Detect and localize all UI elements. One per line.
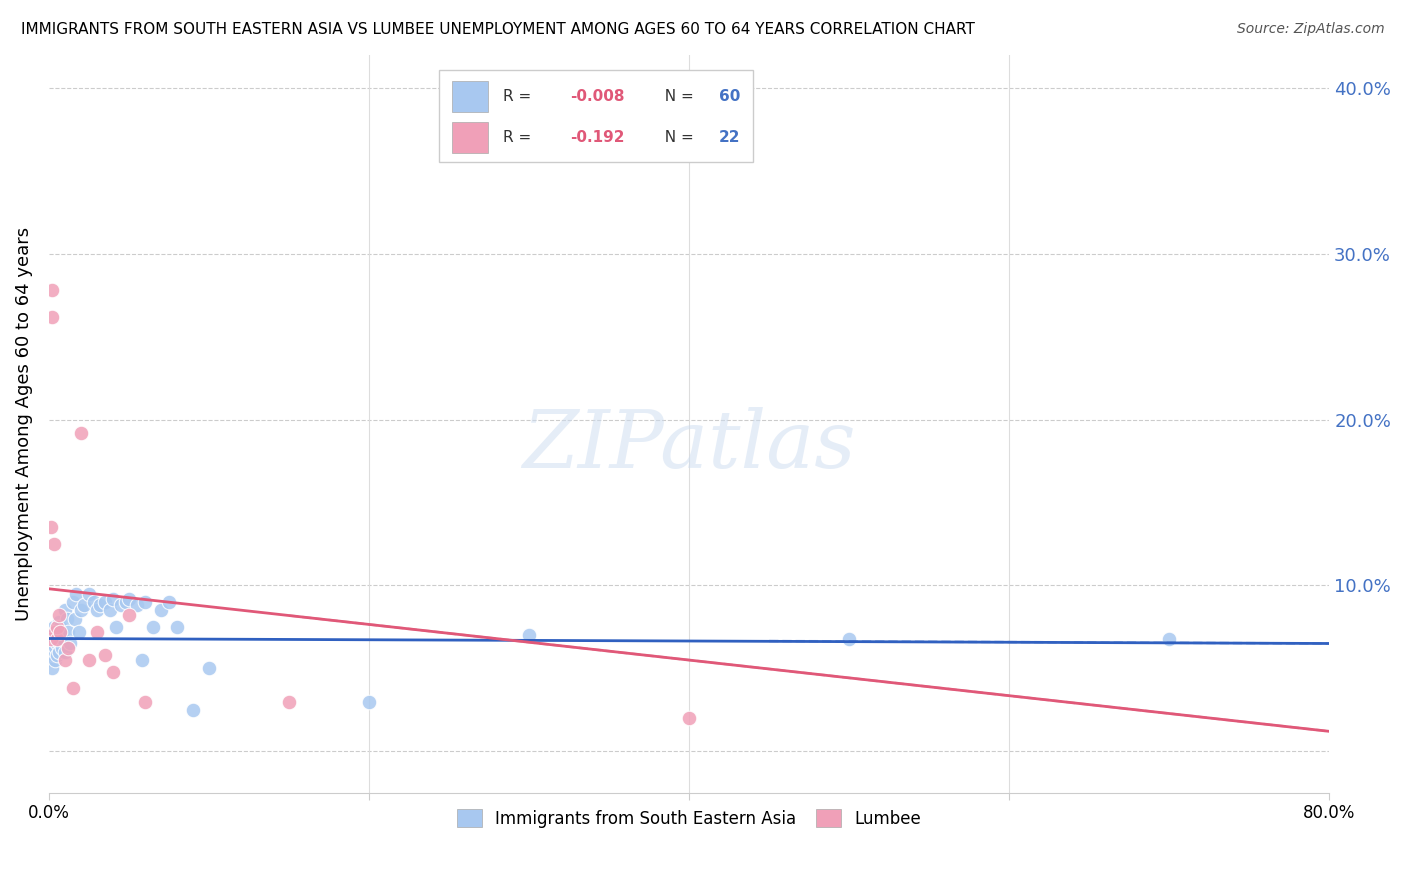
Point	[838, 632, 860, 646]
Point	[678, 711, 700, 725]
Point	[42, 620, 65, 634]
Point	[181, 703, 204, 717]
Point	[83, 595, 105, 609]
Point	[278, 694, 301, 708]
Point	[42, 641, 65, 656]
Point	[56, 624, 79, 639]
Point	[63, 612, 86, 626]
Point	[48, 608, 70, 623]
Point	[41, 653, 63, 667]
Point	[73, 599, 96, 613]
Text: Source: ZipAtlas.com: Source: ZipAtlas.com	[1237, 22, 1385, 37]
Point	[131, 653, 153, 667]
Point	[53, 603, 76, 617]
Point	[49, 620, 72, 634]
Point	[86, 624, 108, 639]
Point	[118, 608, 141, 623]
FancyBboxPatch shape	[453, 81, 488, 112]
Point	[150, 603, 173, 617]
Point	[134, 694, 156, 708]
Point	[142, 620, 165, 634]
Point	[62, 595, 84, 609]
Point	[39, 636, 62, 650]
Point	[41, 661, 63, 675]
Point	[198, 661, 221, 675]
Point	[65, 587, 87, 601]
Point	[86, 603, 108, 617]
Point	[55, 612, 77, 626]
Text: N =: N =	[655, 89, 699, 104]
Point	[98, 603, 121, 617]
Point	[46, 636, 69, 650]
Point	[166, 620, 188, 634]
Text: -0.192: -0.192	[569, 130, 624, 145]
Text: N =: N =	[655, 130, 699, 145]
Text: -0.008: -0.008	[569, 89, 624, 104]
FancyBboxPatch shape	[440, 70, 754, 162]
Point	[157, 595, 180, 609]
Point	[67, 624, 90, 639]
Point	[52, 632, 75, 646]
Legend: Immigrants from South Eastern Asia, Lumbee: Immigrants from South Eastern Asia, Lumb…	[449, 801, 929, 836]
Point	[89, 599, 111, 613]
Point	[39, 645, 62, 659]
Point	[42, 537, 65, 551]
Text: 22: 22	[718, 130, 740, 145]
Y-axis label: Unemployment Among Ages 60 to 64 years: Unemployment Among Ages 60 to 64 years	[15, 227, 32, 621]
Point	[41, 628, 63, 642]
Point	[42, 648, 65, 662]
Point	[46, 648, 69, 662]
Point	[44, 653, 66, 667]
Point	[56, 641, 79, 656]
Text: R =: R =	[503, 89, 537, 104]
Point	[46, 620, 69, 634]
Point	[94, 648, 117, 662]
Point	[125, 599, 148, 613]
Point	[77, 587, 100, 601]
Point	[41, 310, 63, 324]
Point	[59, 636, 82, 650]
Point	[62, 681, 84, 696]
Point	[357, 694, 380, 708]
Point	[39, 653, 62, 667]
Point	[1159, 632, 1181, 646]
Point	[39, 520, 62, 534]
Point	[41, 284, 63, 298]
Point	[134, 595, 156, 609]
Point	[49, 636, 72, 650]
Point	[94, 595, 117, 609]
Text: R =: R =	[503, 130, 537, 145]
Point	[41, 645, 63, 659]
Point	[53, 645, 76, 659]
Point	[51, 624, 73, 639]
Point	[70, 603, 93, 617]
Point	[517, 628, 540, 642]
Text: IMMIGRANTS FROM SOUTH EASTERN ASIA VS LUMBEE UNEMPLOYMENT AMONG AGES 60 TO 64 YE: IMMIGRANTS FROM SOUTH EASTERN ASIA VS LU…	[21, 22, 974, 37]
Point	[48, 645, 70, 659]
Point	[42, 632, 65, 646]
Point	[105, 620, 128, 634]
Point	[46, 628, 69, 642]
Point	[101, 665, 124, 679]
Point	[46, 632, 69, 646]
Point	[44, 624, 66, 639]
Point	[101, 591, 124, 606]
Text: ZIPatlas: ZIPatlas	[523, 408, 856, 484]
FancyBboxPatch shape	[453, 122, 488, 153]
Point	[39, 632, 62, 646]
Point	[44, 624, 66, 639]
Point	[49, 624, 72, 639]
Text: 60: 60	[718, 89, 740, 104]
Point	[110, 599, 132, 613]
Point	[48, 615, 70, 629]
Point	[48, 632, 70, 646]
Point	[51, 641, 73, 656]
Point	[118, 591, 141, 606]
Point	[114, 595, 136, 609]
Point	[77, 653, 100, 667]
Point	[44, 640, 66, 654]
Point	[53, 653, 76, 667]
Point	[70, 425, 93, 440]
